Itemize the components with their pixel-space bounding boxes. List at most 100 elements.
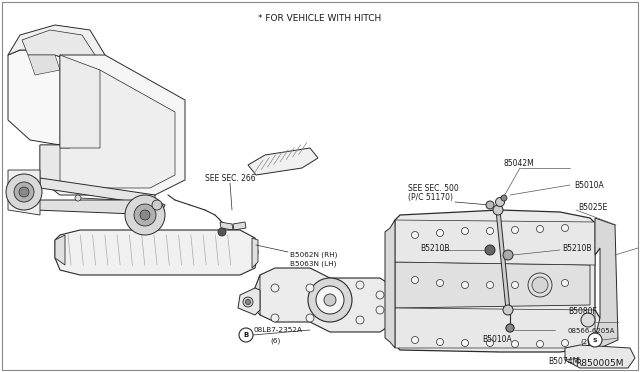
Circle shape [324,294,336,306]
Text: B5062N (RH): B5062N (RH) [290,252,337,258]
Polygon shape [220,222,233,230]
Circle shape [561,279,568,286]
Text: 08566-6205A: 08566-6205A [568,328,616,334]
Polygon shape [8,50,105,145]
Polygon shape [55,230,258,275]
Circle shape [486,201,494,209]
Circle shape [356,316,364,324]
Text: B5010A: B5010A [574,180,604,189]
Circle shape [493,205,503,215]
Circle shape [436,339,444,346]
Circle shape [306,284,314,292]
Circle shape [532,277,548,293]
Polygon shape [395,220,595,265]
Circle shape [485,245,495,255]
Polygon shape [496,210,510,310]
Circle shape [412,276,419,283]
Polygon shape [248,148,318,175]
Text: SEE SEC. 266: SEE SEC. 266 [205,173,255,183]
Circle shape [506,324,514,332]
Text: 85042M: 85042M [504,158,535,167]
Circle shape [503,305,513,315]
Circle shape [501,195,507,201]
Text: B5010A: B5010A [482,336,512,344]
Circle shape [125,195,165,235]
Circle shape [536,282,543,289]
Text: S: S [593,337,597,343]
Text: (P/C 51170): (P/C 51170) [408,192,453,202]
Polygon shape [395,262,590,308]
Circle shape [561,224,568,231]
Circle shape [271,314,279,322]
Circle shape [528,273,552,297]
Text: 08LB7-2352A: 08LB7-2352A [254,327,303,333]
Circle shape [581,313,595,327]
Circle shape [152,200,162,210]
Circle shape [412,337,419,343]
Circle shape [511,227,518,234]
Circle shape [306,314,314,322]
Circle shape [6,174,42,210]
Polygon shape [385,220,395,348]
Polygon shape [565,345,635,368]
Circle shape [218,228,226,236]
Circle shape [511,282,518,289]
Circle shape [461,228,468,234]
Circle shape [495,198,504,206]
Circle shape [506,324,514,332]
Circle shape [486,340,493,346]
Polygon shape [8,170,40,215]
Circle shape [436,230,444,237]
Circle shape [461,282,468,289]
Text: SEE SEC. 500: SEE SEC. 500 [408,183,459,192]
Circle shape [376,291,384,299]
Circle shape [239,328,253,342]
Polygon shape [28,55,60,75]
Circle shape [501,196,505,200]
Circle shape [376,306,384,314]
Polygon shape [40,178,155,205]
Circle shape [536,340,543,347]
Circle shape [561,340,568,346]
Circle shape [588,333,602,347]
Polygon shape [255,275,260,315]
Text: R850005M: R850005M [575,359,623,368]
Circle shape [243,297,253,307]
Polygon shape [238,288,260,315]
Circle shape [134,204,156,226]
Circle shape [140,210,150,220]
Polygon shape [40,145,60,188]
Circle shape [486,282,493,289]
Text: B5080F: B5080F [568,308,597,317]
Circle shape [486,228,493,234]
Circle shape [461,340,468,346]
Circle shape [75,195,81,201]
Text: (6): (6) [270,338,280,344]
Text: B5063N (LH): B5063N (LH) [290,261,337,267]
Circle shape [316,286,344,314]
Text: B: B [243,332,248,338]
Polygon shape [595,218,618,348]
Polygon shape [35,200,165,215]
Circle shape [412,231,419,238]
Polygon shape [22,30,95,75]
Polygon shape [255,268,400,332]
Text: B5074M: B5074M [548,357,579,366]
Circle shape [503,250,513,260]
Polygon shape [52,70,175,188]
Circle shape [511,340,518,347]
Polygon shape [252,238,258,268]
Polygon shape [60,55,100,148]
Polygon shape [8,25,105,85]
Circle shape [308,278,352,322]
Text: B5025E: B5025E [578,202,607,212]
Circle shape [536,225,543,232]
Polygon shape [395,308,595,348]
Circle shape [356,281,364,289]
Polygon shape [55,235,65,265]
Circle shape [14,182,34,202]
Text: (2): (2) [580,339,590,345]
Text: B5210B: B5210B [562,244,591,253]
Polygon shape [390,210,600,352]
Text: * FOR VEHICLE WITH HITCH: * FOR VEHICLE WITH HITCH [259,14,381,23]
